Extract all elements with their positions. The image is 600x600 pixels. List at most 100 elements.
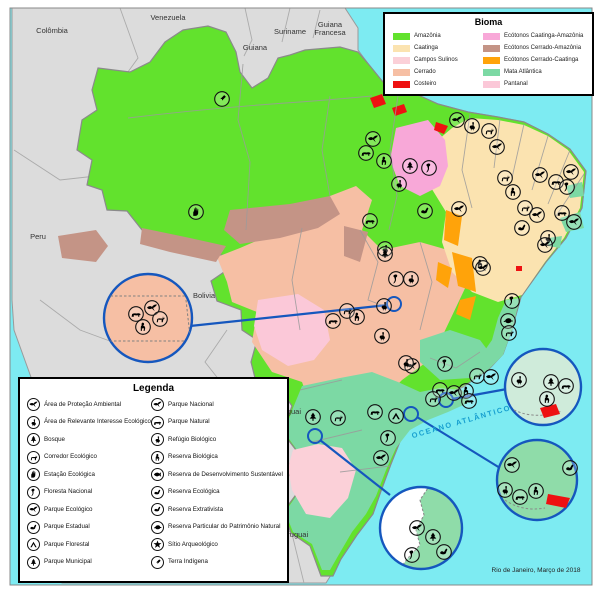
magnifier-circle-bolivia	[102, 272, 194, 364]
biome-patch-ecotonos-caatinga-amazonia	[390, 120, 448, 196]
map-marker	[152, 311, 168, 327]
map-marker	[481, 123, 497, 139]
bioma-legend-item: Amazônia	[393, 30, 483, 42]
state-borders	[127, 63, 585, 473]
legenda-item: Bosque	[27, 431, 151, 449]
magnifier-southeast-coast	[504, 499, 546, 510]
map-marker	[374, 328, 390, 344]
legenda: Legenda Área de Proteção Ambiental Área d…	[18, 377, 289, 583]
biome-label: Cerrado	[414, 69, 436, 75]
legenda-title: Legenda	[132, 383, 175, 394]
biome-color-swatch	[483, 44, 500, 52]
map-marker	[517, 200, 533, 216]
map-marker	[483, 369, 499, 385]
legenda-label: Sítio Arqueológico	[168, 540, 218, 548]
map-marker	[563, 164, 579, 180]
biome-patch-ecotonos-cerrado-caatinga	[436, 210, 476, 320]
legenda-item: Parque Natural	[151, 414, 289, 432]
hand-icon	[27, 468, 40, 482]
map-marker	[362, 213, 378, 229]
bioma-legend-item: Cerrado	[393, 66, 483, 78]
map-marker	[417, 203, 433, 219]
map-marker	[421, 160, 437, 176]
map-marker	[425, 529, 441, 545]
legenda-item: Corredor Ecológico	[27, 449, 151, 467]
bioma-legend-item: Pantanal	[483, 78, 595, 90]
heron-icon	[27, 415, 40, 429]
legenda-item: Parque Ecológico	[27, 501, 151, 519]
magnifier-connectors	[189, 303, 508, 496]
bioma-legend-item: Campos Sulinos	[393, 54, 483, 66]
legenda-item: Terra Indígena	[151, 554, 289, 572]
map-marker	[497, 170, 513, 186]
map-marker	[500, 313, 516, 329]
map-marker	[461, 393, 477, 409]
map-marker	[504, 293, 520, 309]
legenda-items: Área de Proteção Ambiental Área de Releva…	[20, 396, 287, 571]
map-marker	[403, 271, 419, 287]
country-label: Colômbia	[36, 26, 69, 35]
biome-color-swatch	[483, 56, 500, 64]
map-marker	[436, 544, 452, 560]
legenda-item: Refúgio Biológico	[151, 431, 289, 449]
biome-patch-pantanal	[254, 294, 330, 366]
map-marker	[501, 325, 517, 341]
bioma-legend-item: Ecótonos Cerrado-Caatinga	[483, 54, 595, 66]
biome-color-swatch	[393, 68, 410, 76]
jaguar-icon	[151, 415, 164, 429]
legenda-label: Bosque	[44, 435, 65, 443]
map-marker	[554, 205, 570, 221]
map-marker	[437, 356, 453, 372]
map-marker	[376, 153, 392, 169]
bioma-legend-item: Ecótonos Caatinga-Amazônia	[483, 30, 595, 42]
credit-text: Rio de Janeiro, Março de 2018	[492, 567, 581, 574]
legenda-label: Reserva Ecológica	[168, 488, 220, 495]
map-marker	[469, 368, 485, 384]
country-label: Venezuela	[150, 13, 186, 22]
map-marker	[512, 489, 528, 505]
map-marker	[402, 158, 418, 174]
tree-icon	[27, 555, 40, 569]
map-marker	[325, 313, 341, 329]
country-label: Bolivia	[193, 291, 216, 300]
legenda-item: Sítio Arqueológico	[151, 536, 289, 554]
map-marker	[559, 179, 575, 195]
map-marker	[558, 378, 574, 394]
map-marker	[388, 408, 404, 424]
tent-icon	[27, 538, 40, 552]
turtle-icon	[151, 520, 164, 534]
fish-icon	[151, 468, 164, 482]
map-marker	[511, 372, 527, 388]
legenda-label: Terra Indígena	[168, 558, 208, 565]
magnifier-bolivia-borders	[105, 295, 191, 342]
country-label: Peru	[30, 232, 46, 241]
tree-icon	[27, 433, 40, 447]
map-marker	[358, 145, 374, 161]
biome-label: Ecótonos Caatinga-Amazônia	[504, 33, 584, 39]
bioma-legend-title: Bioma	[474, 17, 503, 27]
protected-area-markers	[128, 91, 582, 563]
map-marker	[543, 374, 559, 390]
legenda-item: Reserva Particular do Patrimônio Natural	[151, 519, 289, 537]
biome-patch-caatinga	[428, 118, 584, 302]
map-marker	[537, 237, 553, 253]
biome-patch-ecotonos-cerrado-amazonia	[58, 196, 368, 262]
biome-color-swatch	[483, 32, 500, 40]
legenda-item: Área de Proteção Ambiental	[27, 396, 151, 414]
magnifier-circle-rio	[503, 347, 583, 427]
biome-patch-campos-sulinos	[288, 444, 356, 518]
deer-icon	[27, 450, 40, 464]
legenda-label: Parque Natural	[168, 418, 210, 425]
macaw-icon	[27, 485, 40, 499]
biome-label: Ecótonos Cerrado-Amazônia	[504, 45, 582, 51]
bioma-legend-items: Amazônia Caatinga Campos Sulinos Cerrado Cos…	[385, 30, 592, 90]
duck-icon	[151, 503, 164, 517]
map-marker	[373, 450, 389, 466]
magnifier-parana-land	[398, 487, 462, 569]
legenda-label: Parque Ecológico	[44, 505, 93, 513]
legenda-label: Reserva Biológica	[168, 453, 218, 460]
biome-color-swatch	[483, 80, 500, 88]
country-label: Uruguai	[282, 530, 309, 539]
bioma-legend: Bioma Amazônia Caatinga Campos Sulinos Cerr…	[383, 12, 594, 96]
legenda-label: Refúgio Biológico	[168, 435, 217, 443]
